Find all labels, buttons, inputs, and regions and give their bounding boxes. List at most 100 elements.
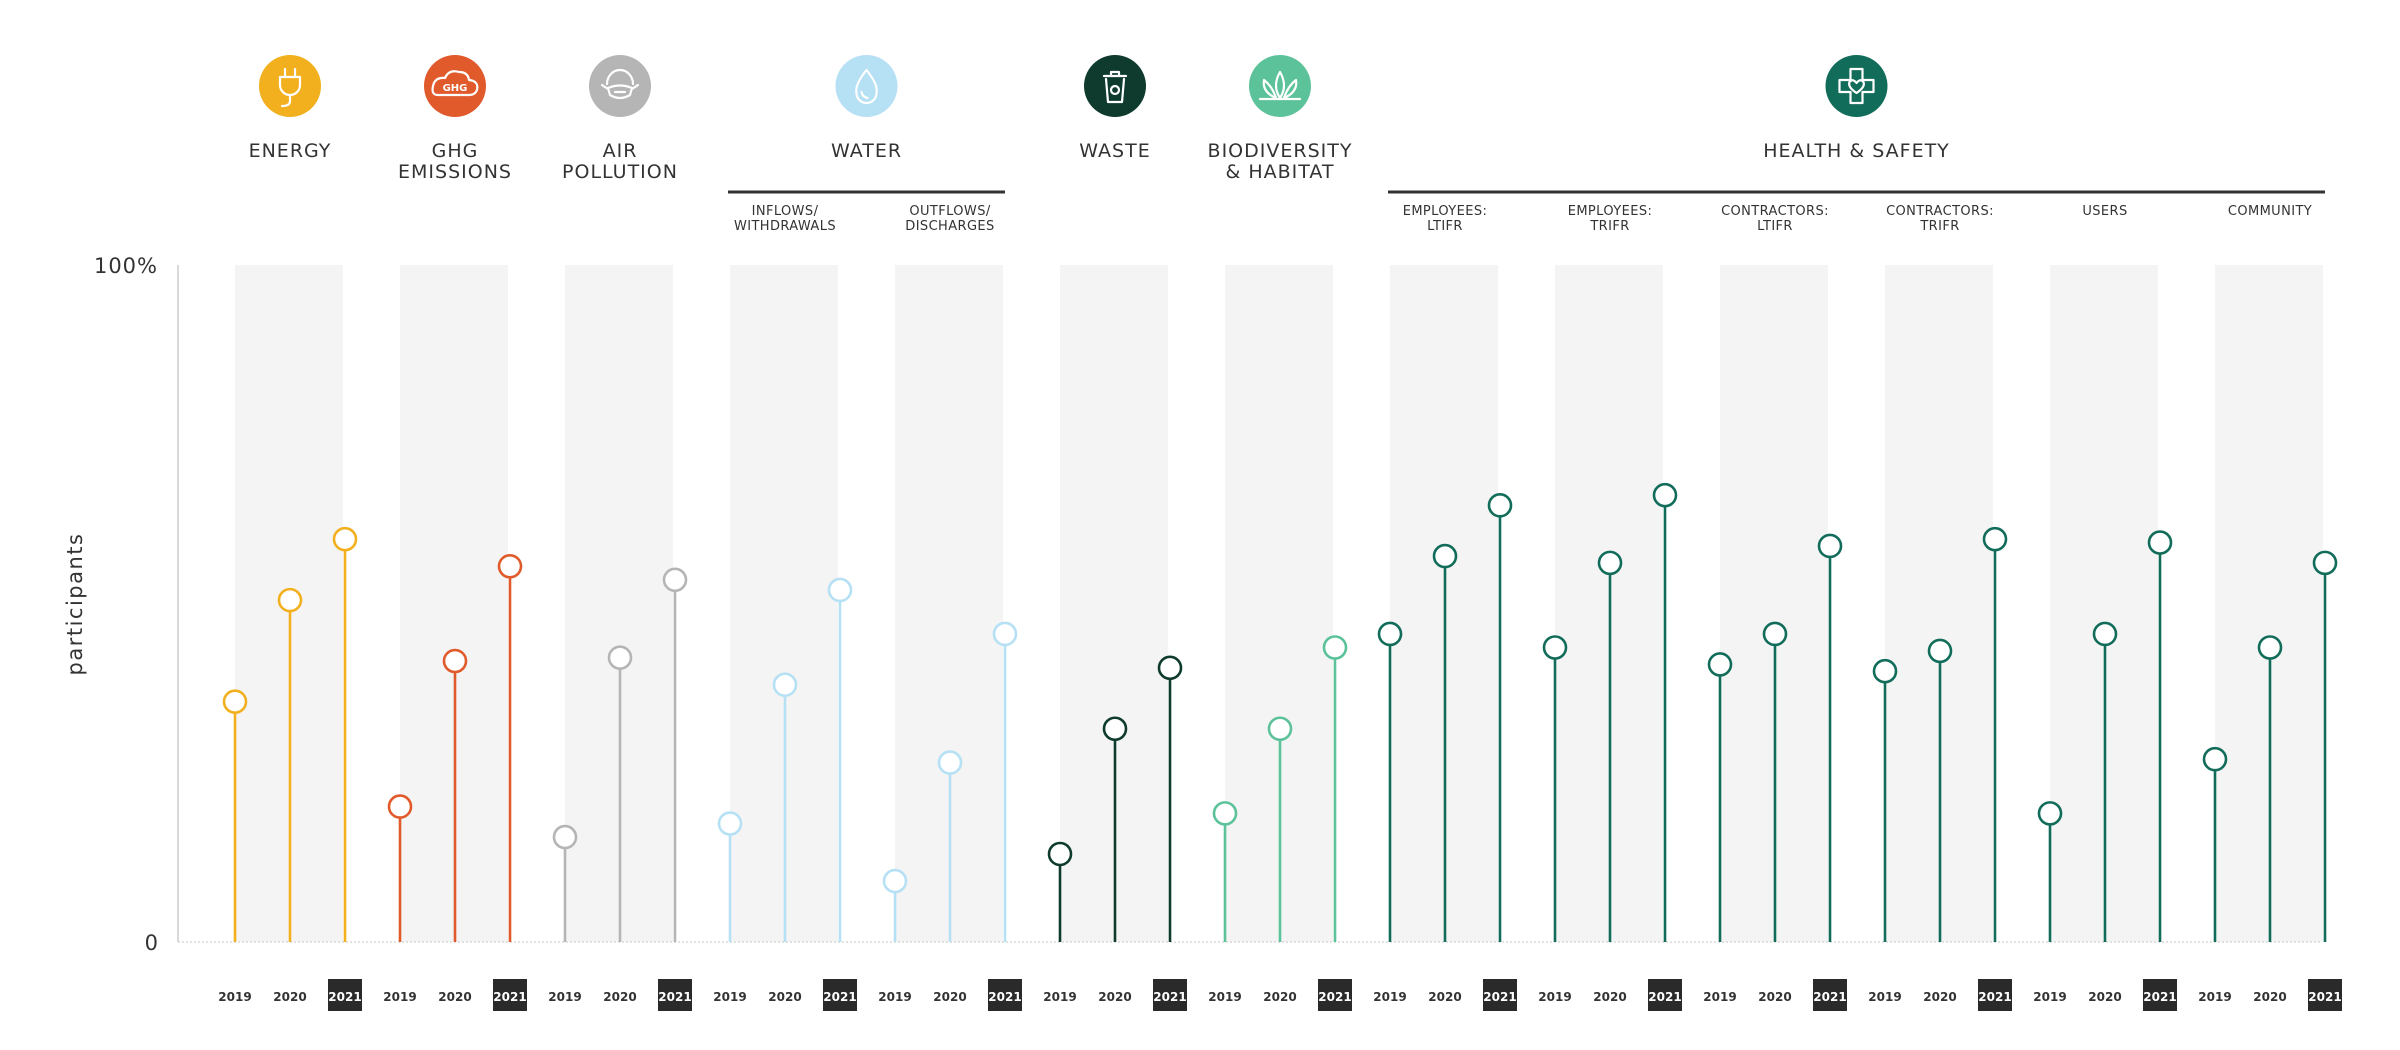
year-highlight-box xyxy=(1483,979,1517,1011)
year-highlight-box xyxy=(1978,979,2012,1011)
year-highlight-box xyxy=(493,979,527,1011)
icon-stroke xyxy=(431,70,479,97)
x-tick-label-water-out-2019: 2019 xyxy=(878,990,911,1004)
point-ghg-2021 xyxy=(497,553,523,579)
point-water-out-2019 xyxy=(882,868,908,894)
x-tick-label-energy-2020: 2020 xyxy=(273,990,306,1004)
point-energy-2021 xyxy=(332,526,358,552)
y-tick-label-top: 100% xyxy=(94,254,158,278)
icon-stroke xyxy=(278,75,302,97)
icon-stroke xyxy=(860,90,869,100)
sub-category-label-hs-con-ltifr: CONTRACTORS: xyxy=(1721,204,1829,219)
icon-stroke xyxy=(1282,78,1298,100)
icon-stroke xyxy=(1102,70,1128,78)
x-tick-label-hs-con-ltifr-2019: 2019 xyxy=(1703,990,1736,1004)
point-waste-2021 xyxy=(1157,655,1183,681)
category-label-ghg: EMISSIONS xyxy=(398,161,512,183)
x-tick-label-hs-emp-ltifr-2021: 2021 xyxy=(1483,990,1516,1004)
point-hs-users-2019 xyxy=(2037,801,2063,826)
x-tick-label-biodiversity-2021: 2021 xyxy=(1318,990,1351,1004)
x-tick-label-water-in-2021: 2021 xyxy=(823,990,856,1004)
category-label-ghg: GHG xyxy=(432,140,479,162)
air-pollution-mask-icon xyxy=(589,55,651,117)
x-tick-label-air-2019: 2019 xyxy=(548,990,581,1004)
point-energy-2020 xyxy=(277,587,303,613)
x-tick-label-hs-users-2020: 2020 xyxy=(2088,990,2121,1004)
x-tick-label-air-2020: 2020 xyxy=(603,990,636,1004)
category-label-waste: WASTE xyxy=(1079,140,1150,162)
x-tick-label-hs-con-ltifr-2021: 2021 xyxy=(1813,990,1846,1004)
point-water-in-2020 xyxy=(772,672,798,698)
point-hs-users-2020 xyxy=(2092,621,2118,647)
icon-stroke xyxy=(855,68,878,105)
point-hs-emp-trifr-2020 xyxy=(1597,550,1623,576)
point-air-2019 xyxy=(552,824,578,850)
category-label-air: POLLUTION xyxy=(562,161,678,183)
icon-circle xyxy=(424,55,486,117)
x-tick-label-hs-emp-trifr-2021: 2021 xyxy=(1648,990,1681,1004)
point-air-2020 xyxy=(607,645,633,670)
year-highlight-box xyxy=(1813,979,1847,1011)
sub-category-label-hs-emp-trifr: EMPLOYEES: xyxy=(1568,204,1653,219)
point-water-out-2021 xyxy=(992,621,1018,647)
point-waste-2020 xyxy=(1102,716,1128,742)
year-highlight-box xyxy=(1318,979,1352,1011)
icon-glyph: GHG xyxy=(443,83,468,94)
x-tick-label-water-in-2019: 2019 xyxy=(713,990,746,1004)
point-biodiversity-2019 xyxy=(1212,801,1238,826)
point-hs-con-trifr-2019 xyxy=(1872,658,1898,684)
point-hs-emp-trifr-2021 xyxy=(1652,482,1678,508)
x-tick-label-waste-2020: 2020 xyxy=(1098,990,1131,1004)
x-tick-label-biodiversity-2019: 2019 xyxy=(1208,990,1241,1004)
icon-circle xyxy=(1249,55,1311,117)
point-hs-community-2019 xyxy=(2202,746,2228,772)
icon-stroke xyxy=(600,83,640,91)
sub-category-label-hs-con-trifr: TRIFR xyxy=(1919,219,1959,234)
icon-stroke xyxy=(1262,78,1278,100)
x-tick-label-water-out-2021: 2021 xyxy=(988,990,1021,1004)
sub-category-label-water-in: INFLOWS/ xyxy=(752,204,819,219)
icon-circle xyxy=(835,55,898,117)
x-tick-label-ghg-2021: 2021 xyxy=(493,990,526,1004)
data-marks xyxy=(222,482,2338,942)
x-tick-label-hs-users-2021: 2021 xyxy=(2143,990,2176,1004)
water-drop-icon xyxy=(835,55,898,117)
point-hs-con-ltifr-2020 xyxy=(1762,621,1788,647)
point-hs-con-ltifr-2021 xyxy=(1817,533,1843,559)
sub-category-label-hs-emp-ltifr: LTIFR xyxy=(1427,219,1463,234)
year-highlight-box xyxy=(988,979,1022,1011)
sub-category-label-hs-users: USERS xyxy=(2082,204,2127,219)
sub-category-label-water-out: OUTFLOWS/ xyxy=(909,204,990,219)
point-air-2021 xyxy=(662,567,688,593)
y-tick-label-bottom: 0 xyxy=(145,931,158,955)
point-hs-con-trifr-2021 xyxy=(1982,526,2008,552)
x-tick-label-hs-users-2019: 2019 xyxy=(2033,990,2066,1004)
x-tick-label-hs-con-trifr-2019: 2019 xyxy=(1868,990,1901,1004)
x-tick-label-ghg-2020: 2020 xyxy=(438,990,471,1004)
x-tick-label-energy-2021: 2021 xyxy=(328,990,361,1004)
point-ghg-2020 xyxy=(442,648,468,674)
point-water-in-2019 xyxy=(717,811,743,836)
point-ghg-2019 xyxy=(387,794,413,819)
x-tick-label-energy-2019: 2019 xyxy=(218,990,251,1004)
point-biodiversity-2020 xyxy=(1267,716,1293,742)
year-highlight-box xyxy=(658,979,692,1011)
sub-category-label-hs-community: COMMUNITY xyxy=(2228,204,2312,219)
health-shield-cross-icon xyxy=(1825,55,1888,117)
point-hs-emp-trifr-2019 xyxy=(1542,635,1568,660)
year-highlight-box xyxy=(328,979,362,1011)
ghg-cloud-icon: GHG xyxy=(424,55,486,117)
point-hs-emp-ltifr-2019 xyxy=(1377,621,1403,647)
icon-stroke xyxy=(1274,70,1286,100)
group-label-water: WATER xyxy=(831,140,902,162)
x-tick-label-air-2021: 2021 xyxy=(658,990,691,1004)
point-waste-2019 xyxy=(1047,841,1073,867)
sub-category-label-water-out: DISCHARGES xyxy=(905,219,994,234)
x-tick-labels: 2019 2020 2021 2019 2020 2021 2019 2020 2021 2019… xyxy=(218,979,2342,1011)
x-tick-label-hs-emp-ltifr-2019: 2019 xyxy=(1373,990,1406,1004)
point-hs-users-2021 xyxy=(2147,530,2173,555)
year-highlight-box xyxy=(2308,979,2342,1011)
point-water-out-2020 xyxy=(937,750,963,775)
